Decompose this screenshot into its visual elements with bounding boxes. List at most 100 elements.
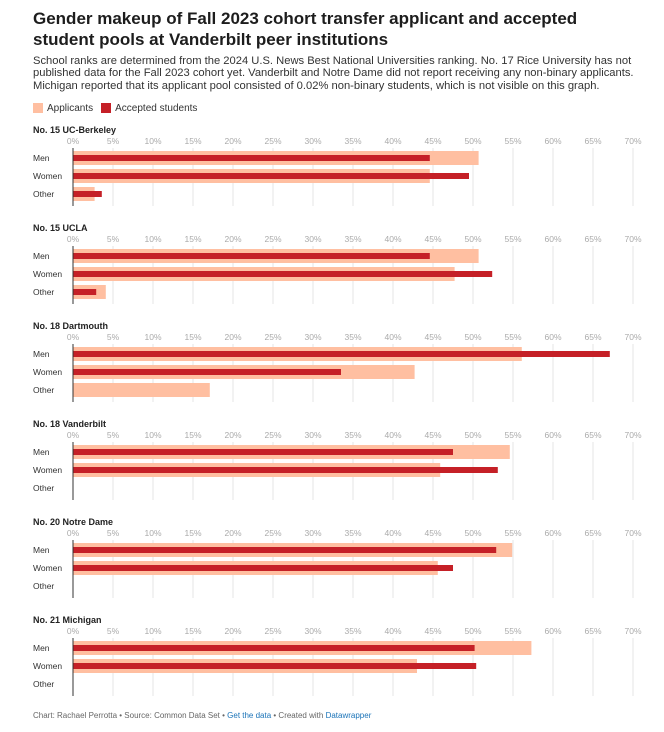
legend-item-accepted: Accepted students	[101, 103, 197, 114]
x-tick-label: 35%	[344, 332, 361, 342]
x-tick-label: 65%	[584, 626, 601, 636]
x-tick-label: 10%	[144, 332, 161, 342]
accepted-bar	[73, 271, 493, 277]
category-label: Other	[33, 581, 54, 591]
x-tick-label: 55%	[504, 234, 521, 244]
x-tick-label: 70%	[624, 528, 641, 538]
x-tick-label: 30%	[304, 234, 321, 244]
x-tick-label: 15%	[184, 136, 201, 146]
x-tick-label: 10%	[144, 430, 161, 440]
legend-label-accepted: Accepted students	[115, 102, 198, 114]
applicants-bar	[73, 383, 210, 397]
x-tick-label: 0%	[67, 234, 80, 244]
x-tick-label: 45%	[424, 430, 441, 440]
x-tick-label: 20%	[224, 528, 241, 538]
accepted-bar	[73, 547, 497, 553]
x-tick-label: 25%	[264, 430, 281, 440]
accepted-bar	[73, 155, 430, 161]
x-tick-label: 20%	[224, 430, 241, 440]
x-tick-label: 60%	[544, 332, 561, 342]
x-tick-label: 25%	[264, 528, 281, 538]
category-label: Other	[33, 287, 54, 297]
category-label: Other	[33, 189, 54, 199]
footer-credit: Chart: Rachael Perrotta • Source: Common…	[33, 711, 228, 720]
x-tick-label: 45%	[424, 332, 441, 342]
x-tick-label: 40%	[384, 626, 401, 636]
x-tick-label: 15%	[184, 430, 201, 440]
x-tick-label: 5%	[107, 136, 120, 146]
x-tick-label: 25%	[264, 234, 281, 244]
x-tick-label: 5%	[107, 332, 120, 342]
footer: Chart: Rachael Perrotta • Source: Common…	[33, 711, 371, 720]
panel-title: No. 15 UCLA	[33, 223, 88, 233]
x-tick-label: 15%	[184, 332, 201, 342]
x-tick-label: 65%	[584, 430, 601, 440]
accepted-bar	[73, 253, 430, 259]
panel-title: No. 21 Michigan	[33, 615, 102, 625]
x-tick-label: 40%	[384, 430, 401, 440]
accepted-bar	[73, 173, 469, 179]
x-tick-label: 0%	[67, 332, 80, 342]
x-tick-label: 5%	[107, 430, 120, 440]
accepted-bar	[73, 191, 102, 197]
x-tick-label: 5%	[107, 234, 120, 244]
x-tick-label: 70%	[624, 332, 641, 342]
x-tick-label: 0%	[67, 528, 80, 538]
x-tick-label: 65%	[584, 528, 601, 538]
category-label: Men	[33, 251, 50, 261]
x-tick-label: 45%	[424, 528, 441, 538]
x-tick-label: 0%	[67, 430, 80, 440]
x-tick-label: 45%	[424, 136, 441, 146]
x-tick-label: 40%	[384, 234, 401, 244]
category-label: Men	[33, 447, 50, 457]
x-tick-label: 60%	[544, 430, 561, 440]
x-tick-label: 25%	[264, 626, 281, 636]
x-tick-label: 50%	[464, 626, 481, 636]
x-tick-label: 30%	[304, 528, 321, 538]
category-label: Men	[33, 349, 50, 359]
accepted-bar	[73, 449, 453, 455]
x-tick-label: 55%	[504, 136, 521, 146]
x-tick-label: 20%	[224, 332, 241, 342]
x-tick-label: 60%	[544, 136, 561, 146]
category-label: Women	[33, 661, 62, 671]
category-label: Other	[33, 679, 54, 689]
panel-title: No. 20 Notre Dame	[33, 517, 113, 527]
x-tick-label: 20%	[224, 234, 241, 244]
x-tick-label: 35%	[344, 430, 361, 440]
x-tick-label: 45%	[424, 626, 441, 636]
get-data-link[interactable]: Get the data	[227, 711, 272, 720]
accepted-bar	[73, 289, 97, 295]
x-tick-label: 10%	[144, 528, 161, 538]
category-label: Men	[33, 153, 50, 163]
accepted-bar	[73, 565, 453, 571]
x-tick-label: 25%	[264, 332, 281, 342]
x-tick-label: 0%	[67, 136, 80, 146]
category-label: Other	[33, 483, 54, 493]
x-tick-label: 50%	[464, 332, 481, 342]
chart-subtitle: School ranks are determined from the 202…	[33, 55, 634, 92]
x-tick-label: 70%	[624, 430, 641, 440]
category-label: Other	[33, 385, 54, 395]
accepted-bar	[73, 467, 498, 473]
accepted-bar	[73, 351, 610, 357]
category-label: Men	[33, 643, 50, 653]
footer-sep: • Created with	[271, 711, 326, 720]
category-label: Women	[33, 563, 62, 573]
x-tick-label: 65%	[584, 332, 601, 342]
x-tick-label: 40%	[384, 136, 401, 146]
x-tick-label: 70%	[624, 136, 641, 146]
x-tick-label: 15%	[184, 626, 201, 636]
x-tick-label: 35%	[344, 136, 361, 146]
category-label: Men	[33, 545, 50, 555]
x-tick-label: 35%	[344, 528, 361, 538]
x-tick-label: 10%	[144, 626, 161, 636]
x-tick-label: 35%	[344, 626, 361, 636]
x-tick-label: 55%	[504, 332, 521, 342]
chart-title: Gender makeup of Fall 2023 cohort transf…	[33, 9, 578, 49]
datawrapper-link[interactable]: Datawrapper	[325, 711, 372, 720]
x-tick-label: 60%	[544, 528, 561, 538]
x-tick-label: 70%	[624, 626, 641, 636]
x-tick-label: 20%	[224, 626, 241, 636]
